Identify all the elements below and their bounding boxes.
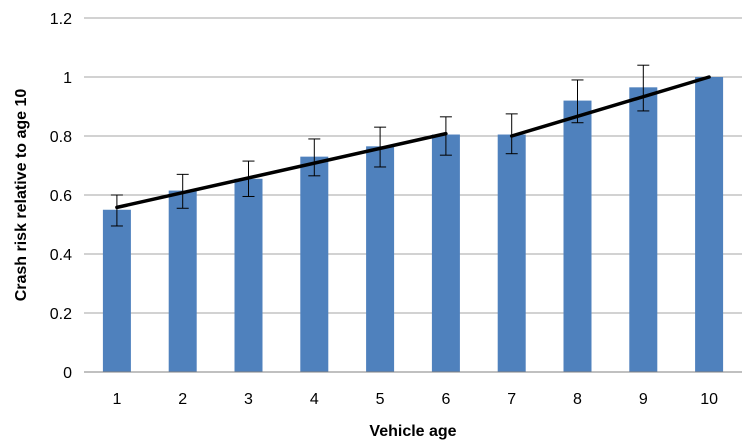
bar — [366, 146, 395, 372]
bar — [102, 209, 131, 372]
x-tick-label: 6 — [441, 391, 450, 408]
x-axis-title: Vehicle age — [369, 423, 456, 440]
y-tick-label: 0 — [63, 365, 72, 382]
x-tick-label: 2 — [178, 391, 187, 408]
bar — [168, 190, 197, 372]
trend-line — [509, 75, 711, 138]
x-tick-label: 1 — [112, 391, 121, 408]
y-tick-label: 1 — [63, 70, 72, 87]
x-tick-labels: 1 2 3 4 5 6 7 8 9 10 — [112, 391, 718, 408]
x-tick-label: 5 — [376, 391, 385, 408]
bar — [497, 134, 526, 372]
y-tick-label: 1.2 — [50, 11, 72, 28]
x-tick-label: 3 — [244, 391, 253, 408]
bar — [234, 178, 263, 372]
y-tick-label: 0.8 — [50, 129, 72, 146]
x-tick-label: 10 — [700, 391, 718, 408]
trend-lines — [115, 75, 711, 210]
bars — [102, 77, 724, 372]
y-axis-title: Crash risk relative to age 10 — [13, 89, 30, 302]
x-tick-label: 4 — [310, 391, 319, 408]
x-tick-label: 7 — [507, 391, 516, 408]
bar — [629, 87, 658, 372]
trend-line — [115, 131, 448, 210]
bar — [300, 156, 329, 372]
y-tick-label: 0.6 — [50, 188, 72, 205]
x-tick-label: 9 — [639, 391, 648, 408]
y-tick-label: 0.2 — [50, 306, 72, 323]
bar — [563, 100, 592, 372]
x-tick-label: 8 — [573, 391, 582, 408]
bar — [431, 134, 460, 372]
y-tick-labels: 0 0.2 0.4 0.6 0.8 1 1.2 — [50, 11, 72, 382]
bar — [695, 77, 724, 372]
y-tick-label: 0.4 — [50, 247, 72, 264]
